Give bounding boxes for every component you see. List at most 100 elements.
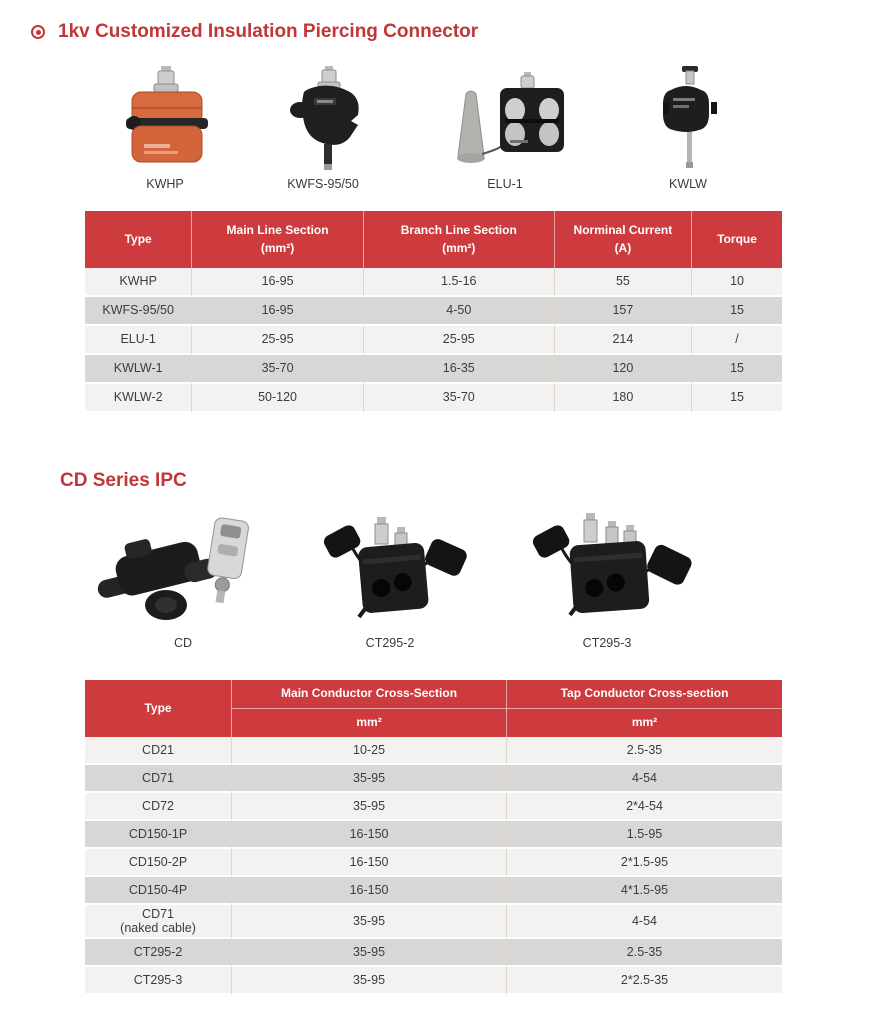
- cell-tap: 4*1.5-95: [507, 877, 782, 905]
- cell-current: 120: [554, 355, 693, 384]
- table2-unit-main: mm²: [232, 708, 508, 737]
- cell-type: KWHP: [85, 268, 193, 297]
- table2-row-cd72: CD72 35-95 2*4-54: [85, 793, 782, 821]
- section1-title: 1kv Customized Insulation Piercing Conne…: [31, 21, 478, 43]
- cell-branch: 16-35: [363, 355, 555, 384]
- section1-title-text: 1kv Customized Insulation Piercing Conne…: [58, 21, 479, 42]
- kwfs-product-label: KWFS-95/50: [287, 177, 359, 191]
- ct295-3-product-image: [512, 505, 702, 631]
- table2-row-cd150-1p: CD150-1P 16-150 1.5-95: [85, 821, 782, 849]
- table2-header-group-row: Type Main Conductor Cross-Section Tap Co…: [85, 680, 782, 737]
- table2-row-cd71: CD71 35-95 4-54: [85, 765, 782, 793]
- cell-main: 35-95: [232, 905, 508, 939]
- table1-header-current: Norminal Current (A): [554, 211, 693, 268]
- cell-current: 55: [554, 268, 693, 297]
- cd-connector-illustration: [97, 517, 249, 620]
- cell-main: 35-95: [232, 939, 508, 967]
- cell-main: 16-150: [232, 877, 508, 905]
- table2-row-cd150-2p: CD150-2P 16-150 2*1.5-95: [85, 849, 782, 877]
- kwfs-product-image: [248, 66, 398, 172]
- cd-product-image: [88, 505, 278, 631]
- cell-type: KWLW-2: [85, 384, 193, 413]
- kwhp-product-image: [90, 66, 240, 172]
- product-ct295-3: CT295-3: [512, 505, 702, 650]
- cell-type: CD71 (naked cable): [85, 905, 233, 939]
- ct295-2-product-image: [295, 505, 485, 631]
- table1-row-kwlw2: KWLW-2 50-120 35-70 180 15: [85, 384, 782, 413]
- table2-row-cd150-4p: CD150-4P 16-150 4*1.5-95: [85, 877, 782, 905]
- cell-tap: 2*2.5-35: [507, 967, 782, 995]
- table2-row-ct295-2: CT295-2 35-95 2.5-35: [85, 939, 782, 967]
- kwhp-connector-illustration: [126, 66, 208, 163]
- cell-type: CD150-2P: [85, 849, 233, 877]
- cell-type: ELU-1: [85, 326, 193, 355]
- cell-main: 25-95: [192, 326, 364, 355]
- cell-branch: 1.5-16: [363, 268, 555, 297]
- cell-branch: 4-50: [363, 297, 555, 326]
- cell-current: 180: [554, 384, 693, 413]
- elu-product-image: [430, 66, 580, 172]
- ct295-2-connector-illustration: [323, 517, 467, 619]
- elu-product-label: ELU-1: [487, 177, 523, 191]
- table1-row-kwhp: KWHP 16-95 1.5-16 55 10: [85, 268, 782, 297]
- cell-type: KWFS-95/50: [85, 297, 193, 326]
- table2-header-type: Type: [85, 680, 233, 737]
- cell-torque: 15: [692, 297, 782, 326]
- table2-row-cd21: CD21 10-25 2.5-35: [85, 737, 782, 765]
- cell-tap: 2.5-35: [507, 939, 782, 967]
- cell-main: 16-150: [232, 849, 508, 877]
- cell-tap: 4-54: [507, 905, 782, 939]
- cell-main: 35-95: [232, 793, 508, 821]
- cell-tap: 2.5-35: [507, 737, 782, 765]
- table1-header-torque: Torque: [692, 211, 782, 268]
- table2-header-main-conductor: Main Conductor Cross-Section: [232, 680, 508, 708]
- kwlw-connector-illustration: [663, 66, 717, 168]
- table1-header-main-line: Main Line Section (mm²): [192, 211, 364, 268]
- bullseye-icon: [31, 25, 45, 39]
- section2-title: CD Series IPC: [60, 470, 187, 492]
- kwhp-product-label: KWHP: [146, 177, 184, 191]
- cell-main: 10-25: [232, 737, 508, 765]
- cell-type: CD21: [85, 737, 233, 765]
- section2-title-text: CD Series IPC: [60, 470, 187, 491]
- table1-row-kwfs: KWFS-95/50 16-95 4-50 157 15: [85, 297, 782, 326]
- cell-current: 157: [554, 297, 693, 326]
- cell-branch: 35-70: [363, 384, 555, 413]
- kwfs-connector-illustration: [290, 66, 359, 170]
- cell-main: 16-95: [192, 297, 364, 326]
- table2-header-tap-conductor: Tap Conductor Cross-section: [507, 680, 782, 708]
- cell-type: CD71: [85, 765, 233, 793]
- product-ct295-2: CT295-2: [295, 505, 485, 650]
- table1-header-type: Type: [85, 211, 193, 268]
- cell-type: KWLW-1: [85, 355, 193, 384]
- cell-current: 214: [554, 326, 693, 355]
- table1-row-kwlw1: KWLW-1 35-70 16-35 120 15: [85, 355, 782, 384]
- cell-tap: 2*1.5-95: [507, 849, 782, 877]
- cell-main: 35-95: [232, 967, 508, 995]
- table1-row-elu1: ELU-1 25-95 25-95 214 /: [85, 326, 782, 355]
- cell-torque: 15: [692, 355, 782, 384]
- cell-torque: 15: [692, 384, 782, 413]
- product-cd: CD: [88, 505, 278, 650]
- product-kwfs-95-50: KWFS-95/50: [248, 66, 398, 191]
- kwlw-product-image: [613, 66, 763, 172]
- cell-type: CD72: [85, 793, 233, 821]
- cell-tap: 1.5-95: [507, 821, 782, 849]
- ct295-2-product-label: CT295-2: [365, 636, 415, 650]
- table1-header-row: Type Main Line Section (mm²) Branch Line…: [85, 211, 782, 268]
- table2-unit-tap: mm²: [507, 708, 782, 737]
- table2-header-unit-row: mm² mm²: [85, 708, 782, 737]
- cell-main: 16-95: [192, 268, 364, 297]
- cell-tap: 4-54: [507, 765, 782, 793]
- cell-main: 50-120: [192, 384, 364, 413]
- product-elu-1: ELU-1: [430, 66, 580, 191]
- cell-type: CT295-2: [85, 939, 233, 967]
- product-kwhp: KWHP: [90, 66, 240, 191]
- cell-main: 16-150: [232, 821, 508, 849]
- cell-tap: 2*4-54: [507, 793, 782, 821]
- table2-row-ct295-3: CT295-3 35-95 2*2.5-35: [85, 967, 782, 995]
- cd-series-spec-table: Type Main Conductor Cross-Section Tap Co…: [85, 680, 782, 995]
- ct295-3-product-label: CT295-3: [582, 636, 632, 650]
- piercing-connector-spec-table: Type Main Line Section (mm²) Branch Line…: [85, 211, 782, 413]
- kwlw-product-label: KWLW: [669, 177, 707, 191]
